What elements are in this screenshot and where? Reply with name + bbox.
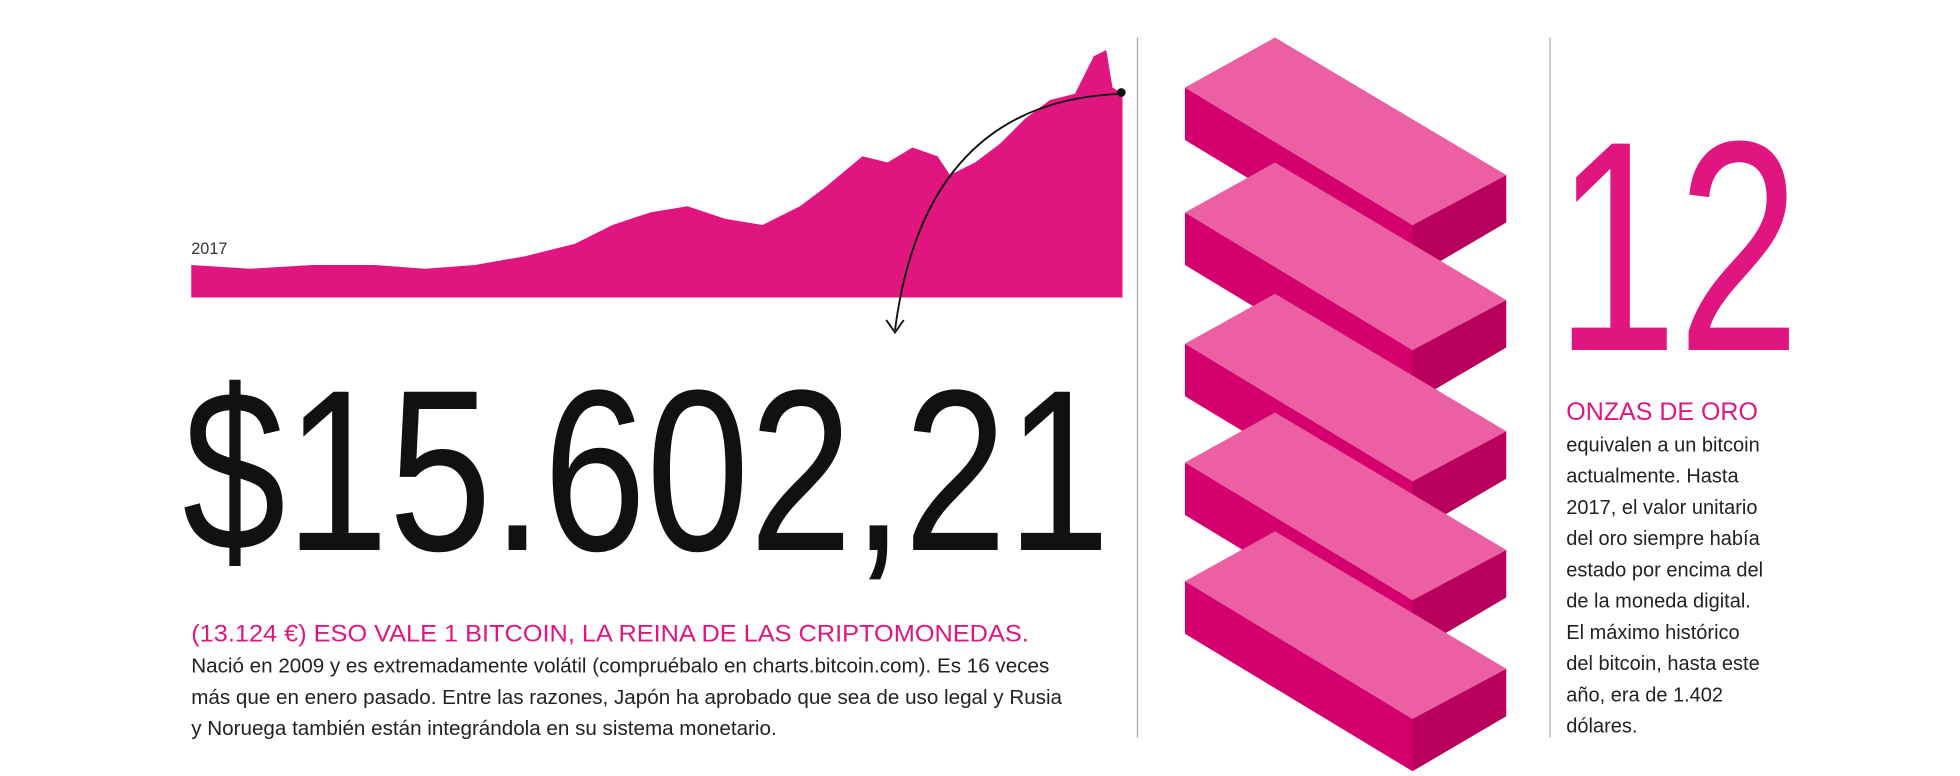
bar-top [1185,531,1507,719]
year-label: 2017 [191,240,227,258]
bar-side [1412,550,1507,653]
side-text: equivalen a un bitcoin actualmente. Hasta… [1566,434,1763,737]
body-text: Nació en 2009 y es extremadamente voláti… [191,655,1062,741]
bar-top [1185,293,1507,482]
bar-front [1185,581,1413,772]
bar-top [1185,162,1507,350]
side-line: año, era de 1.402 [1566,684,1723,706]
body-line: más que en enero pasado. Entre las razon… [191,686,1062,709]
side-line: del bitcoin, hasta este [1566,653,1759,675]
side-line: estado por encima del [1566,559,1763,581]
body-line: Nació en 2009 y es extremadamente voláti… [191,655,1049,678]
side-number: 12 [1555,78,1800,414]
subtitle: (13.124 €) ESO VALE 1 BITCOIN, LA REINA … [191,620,1029,647]
side-line: equivalen a un bitcoin [1566,434,1759,456]
bar-side [1412,668,1507,772]
bar-top [1185,37,1507,226]
side-line: El máximo histórico [1566,622,1739,644]
side-line: de la moneda digital. [1566,591,1751,613]
side-line: 2017, el valor unitario [1566,497,1757,519]
body-line: y Noruega también están integrándola en … [191,717,776,740]
side-line: actualmente. Hasta [1566,466,1739,488]
gold-bars [1185,37,1507,772]
arrow-head [885,319,905,335]
arrow-arc [894,92,1123,331]
gold-bar [1185,531,1507,772]
side-line: del oro siempre había [1566,528,1760,550]
arrow-dot [1116,88,1126,97]
price-area [191,50,1123,298]
side-line: dólares. [1566,716,1637,738]
bar-top [1185,412,1507,600]
bar-side [1412,300,1507,403]
price: $15.602,21 [183,342,1111,599]
side-heading: ONZAS DE ORO [1566,398,1758,426]
bar-side [1412,175,1507,278]
bar-side [1412,431,1507,534]
